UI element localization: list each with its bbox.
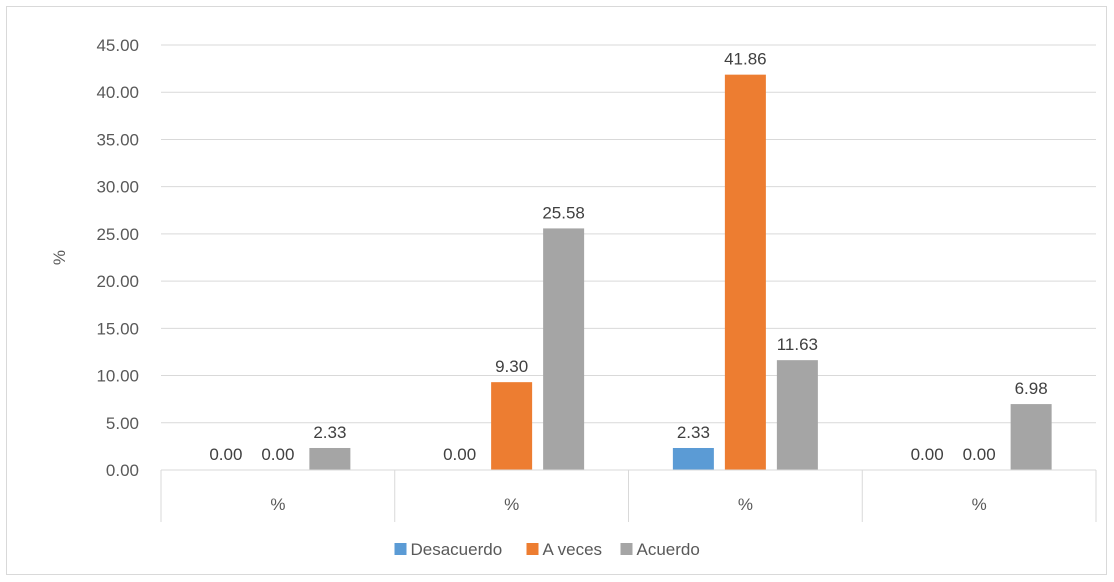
- bar-acuerdo: [1010, 404, 1052, 470]
- legend-swatch: [526, 543, 539, 555]
- bar-acuerdo: [543, 228, 585, 470]
- data-label: 0.00: [911, 445, 944, 464]
- y-tick-label: 20.00: [96, 272, 139, 291]
- data-label: 0.00: [261, 445, 294, 464]
- x-tick-label: %: [738, 495, 753, 514]
- bar-acuerdo: [776, 360, 818, 470]
- y-tick-label: 45.00: [96, 36, 139, 55]
- data-label: 0.00: [209, 445, 242, 464]
- data-label: 41.86: [724, 50, 767, 69]
- data-label: 2.33: [677, 423, 710, 442]
- bar-acuerdo: [309, 447, 351, 470]
- data-labels: 0.00 0.00 2.33 0.00 9.30 25.58 2.33 41.86 11.63 0…: [209, 50, 1047, 464]
- bars: [309, 74, 1052, 471]
- y-tick-label: 40.00: [96, 83, 139, 102]
- data-label: 25.58: [542, 203, 585, 222]
- data-label: 0.00: [443, 445, 476, 464]
- y-tick-label: 15.00: [96, 319, 139, 338]
- y-axis-ticks: 0.00 5.00 10.00 15.00 20.00 25.00 30.00 35.00 40…: [96, 36, 139, 480]
- x-tick-label: %: [972, 495, 987, 514]
- legend-label: Acuerdo: [637, 540, 700, 559]
- y-tick-label: 0.00: [106, 461, 139, 480]
- bar-a-veces: [491, 382, 533, 470]
- x-axis: %%%%: [160, 469, 1097, 522]
- legend: Desacuerdo A veces Acuerdo: [394, 540, 700, 559]
- data-label: 6.98: [1015, 379, 1048, 398]
- legend-label: Desacuerdo: [411, 540, 503, 559]
- y-tick-label: 10.00: [96, 367, 139, 386]
- y-axis-label: %: [50, 250, 69, 265]
- bar-desacuerdo: [672, 447, 714, 470]
- data-label: 11.63: [777, 335, 818, 354]
- gridlines: [161, 44, 1096, 471]
- bar-chart: 0.00 5.00 10.00 15.00 20.00 25.00 30.00 35.00 40…: [50, 36, 1097, 559]
- x-tick-label: %: [270, 495, 285, 514]
- legend-swatch: [394, 543, 407, 555]
- legend-label: A veces: [543, 540, 603, 559]
- bar-a-veces: [724, 74, 766, 471]
- y-tick-label: 35.00: [96, 130, 139, 149]
- data-label: 0.00: [963, 445, 996, 464]
- data-label: 2.33: [313, 423, 346, 442]
- data-label: 9.30: [495, 357, 528, 376]
- legend-swatch: [620, 543, 633, 555]
- x-tick-label: %: [504, 495, 519, 514]
- y-tick-label: 5.00: [106, 414, 139, 433]
- chart-frame: 0.00 5.00 10.00 15.00 20.00 25.00 30.00 35.00 40…: [6, 6, 1107, 575]
- y-tick-label: 25.00: [96, 225, 139, 244]
- y-tick-label: 30.00: [96, 178, 139, 197]
